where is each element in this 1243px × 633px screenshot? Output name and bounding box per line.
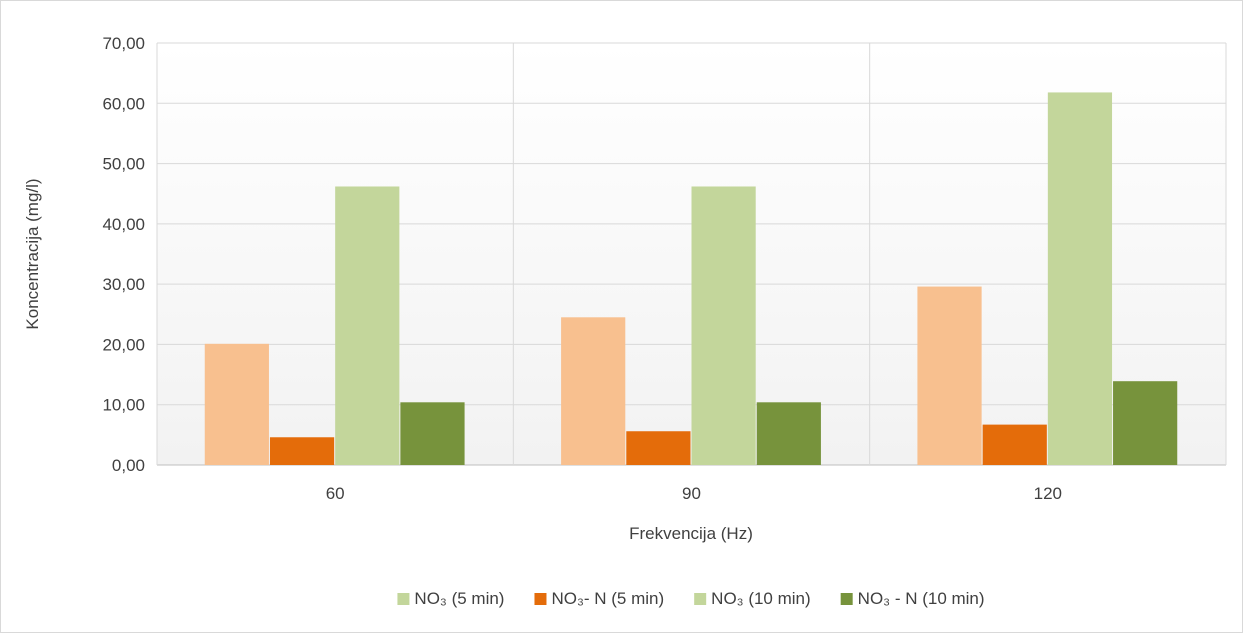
bar — [756, 402, 821, 465]
y-tick-label: 10,00 — [102, 396, 145, 415]
legend-label: NO₃ - N (10 min) — [858, 589, 985, 608]
legend-swatch — [694, 593, 707, 605]
y-tick-label: 0,00 — [112, 456, 145, 475]
x-axis-ticks: 60 90 120 — [326, 484, 1062, 503]
bar — [204, 343, 269, 465]
bar — [335, 186, 400, 466]
legend: NO₃ (5 min) NO₃- N (5 min) NO₃ (10 min) NO₃… — [397, 589, 985, 608]
bar — [691, 186, 756, 466]
y-tick-label: 20,00 — [102, 335, 145, 354]
bar — [626, 431, 691, 465]
bar — [561, 317, 626, 465]
y-tick-label: 50,00 — [102, 155, 145, 174]
y-tick-label: 30,00 — [102, 275, 145, 294]
y-tick-label: 60,00 — [102, 94, 145, 113]
bar — [400, 402, 465, 465]
y-axis-title: Koncentracija (mg/l) — [23, 178, 42, 329]
legend-swatch — [534, 593, 547, 605]
legend-label: NO₃ (10 min) — [711, 589, 811, 608]
x-tick-label: 120 — [1034, 484, 1062, 503]
bar — [917, 286, 982, 465]
x-tick-label: 90 — [682, 484, 701, 503]
bar — [1047, 92, 1113, 465]
y-axis-ticks: 0,00 10,00 20,00 30,00 40,00 50,00 60,00 70,00 — [102, 34, 145, 475]
bars — [204, 92, 1178, 466]
y-tick-label: 40,00 — [102, 215, 145, 234]
legend-label: NO₃- N (5 min) — [551, 589, 664, 608]
bar — [269, 437, 335, 465]
legend-swatch — [397, 593, 410, 605]
x-axis-title: Frekvencija (Hz) — [629, 524, 753, 543]
x-tick-label: 60 — [326, 484, 345, 503]
y-tick-label: 70,00 — [102, 34, 145, 53]
legend-label: NO₃ (5 min) — [414, 589, 504, 608]
legend-swatch — [840, 593, 853, 605]
bar — [1113, 381, 1178, 465]
bar — [982, 424, 1047, 465]
